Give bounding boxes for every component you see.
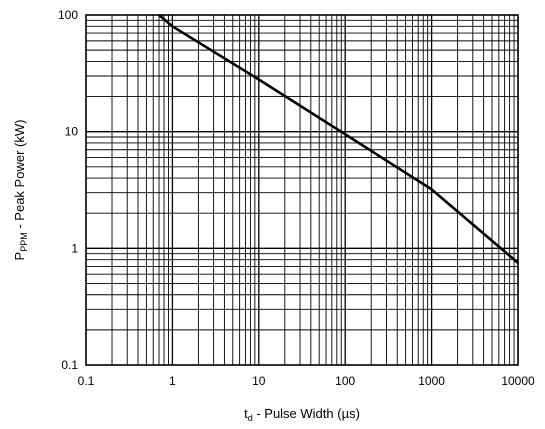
grid-major (86, 15, 518, 365)
x-axis-label-rest: - Pulse Width (µs) (253, 406, 360, 421)
y-tick-label: 10 (65, 125, 79, 139)
y-axis-label-sub: PPM (19, 232, 29, 252)
y-tick-label: 0.1 (61, 358, 78, 372)
x-tick-label: 100 (335, 374, 355, 388)
plot-frame (85, 14, 519, 366)
series-layer (158, 14, 519, 264)
x-tick-labels: 0.1 1 10 100 1000 10000 (78, 374, 535, 388)
x-axis-label: td - Pulse Width (µs) (244, 406, 360, 423)
x-axis-label-sub: d (248, 413, 253, 423)
x-tick-label: 10000 (501, 374, 535, 388)
x-tick-label: 0.1 (78, 374, 95, 388)
x-axis-label-main: t (244, 406, 248, 421)
x-tick-label: 1000 (418, 374, 445, 388)
grid-minor (86, 15, 518, 365)
series-line (158, 14, 519, 264)
y-axis-label-rest: - Peak Power (kW) (12, 120, 27, 233)
x-tick-label: 10 (252, 374, 266, 388)
x-tick-label: 1 (169, 374, 176, 388)
y-axis-label-main: P (12, 252, 27, 261)
y-tick-label: 1 (71, 241, 78, 255)
y-tick-label: 100 (58, 8, 78, 22)
y-axis-label: PPPM - Peak Power (kW) (12, 120, 29, 261)
y-tick-labels: 0.1 1 10 100 (58, 8, 78, 372)
